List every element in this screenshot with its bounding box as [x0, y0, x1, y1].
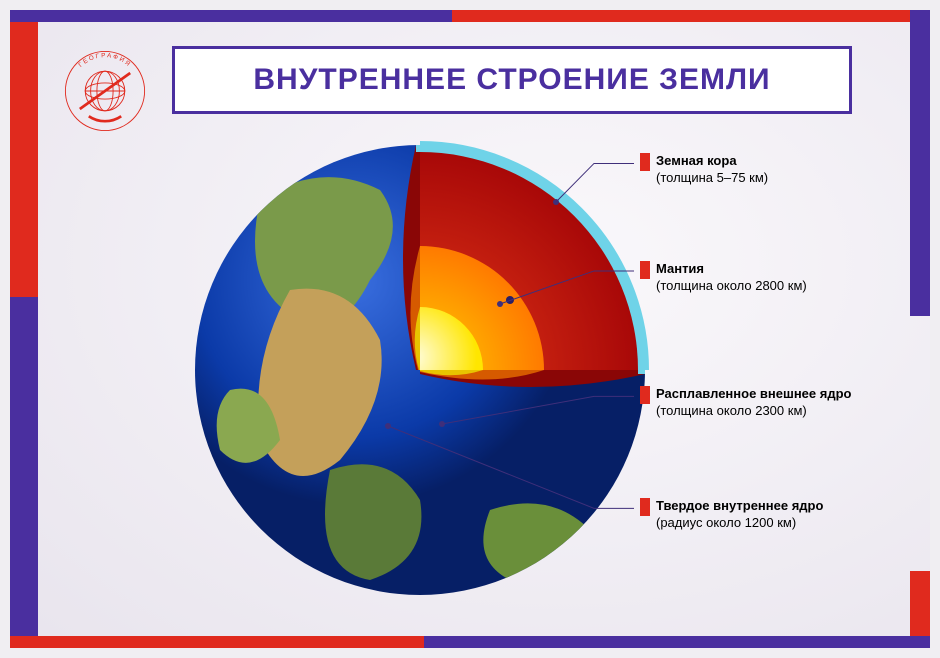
- layer-detail: (толщина 5–75 км): [656, 170, 768, 185]
- legend: Земная кора (толщина 5–75 км) Мантия (толщи…: [640, 140, 890, 588]
- layer-name: Земная кора: [656, 153, 737, 168]
- poster: ГЕОГРАФИЯ ВНУТРЕННЕЕ СТРОЕНИЕ ЗЕМЛИ: [10, 10, 930, 648]
- border-bar: [424, 636, 930, 648]
- layer-detail: (толщина около 2300 км): [656, 403, 807, 418]
- legend-item-inner_core: Твердое внутреннее ядро (радиус около 120…: [640, 498, 823, 532]
- page-title: ВНУТРЕННЕЕ СТРОЕНИЕ ЗЕМЛИ: [199, 63, 825, 97]
- border-bar: [452, 10, 930, 22]
- legend-swatch: [640, 153, 650, 171]
- border-bar: [10, 297, 38, 648]
- layer-name: Твердое внутреннее ядро: [656, 498, 823, 513]
- layer-detail: (радиус около 1200 км): [656, 515, 796, 530]
- mantle-marker: [506, 296, 514, 304]
- legend-item-mantle: Мантия (толщина около 2800 км): [640, 261, 807, 295]
- legend-item-outer_core: Расплавленное внешнее ядро (толщина около…: [640, 386, 851, 420]
- layer-detail: (толщина около 2800 км): [656, 278, 807, 293]
- legend-swatch: [640, 261, 650, 279]
- legend-swatch: [640, 386, 650, 404]
- legend-swatch: [640, 498, 650, 516]
- earth-cutaway-diagram: [190, 140, 650, 600]
- layer-name: Мантия: [656, 261, 704, 276]
- svg-text:ГЕОГРАФИЯ: ГЕОГРАФИЯ: [77, 52, 132, 69]
- legend-item-crust: Земная кора (толщина 5–75 км): [640, 153, 768, 187]
- title-box: ВНУТРЕННЕЕ СТРОЕНИЕ ЗЕМЛИ: [172, 46, 852, 114]
- layer-name: Расплавленное внешнее ядро: [656, 386, 851, 401]
- geography-logo-icon: ГЕОГРАФИЯ: [60, 46, 150, 136]
- border-bar: [910, 10, 930, 316]
